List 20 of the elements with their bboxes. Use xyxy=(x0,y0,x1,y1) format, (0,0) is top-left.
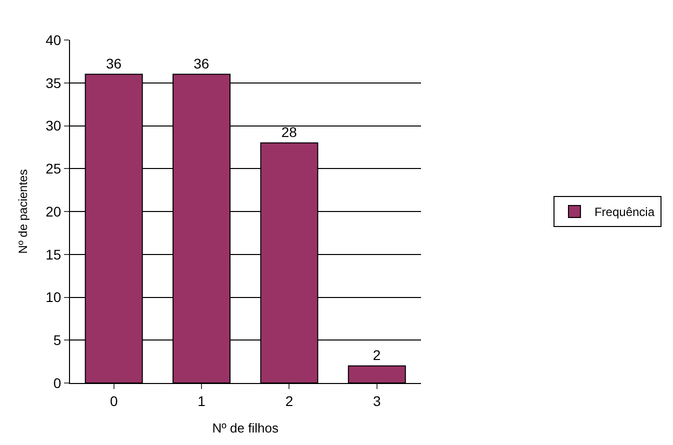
y-tick-label: 35 xyxy=(46,74,62,91)
data-label: 2 xyxy=(372,346,381,363)
x-tick-label: 2 xyxy=(285,392,294,409)
y-tick-label: 30 xyxy=(46,118,62,134)
data-label: 36 xyxy=(106,55,122,72)
y-tick-label: 15 xyxy=(46,246,62,262)
y-tick-label: 10 xyxy=(46,289,62,306)
x-tick-label: 0 xyxy=(110,392,118,409)
x-axis-title: Nº de filhos xyxy=(212,420,279,436)
y-tick-label: 40 xyxy=(46,32,62,48)
y-tick-label: 0 xyxy=(53,374,62,391)
y-axis-title: Nº de pacientes xyxy=(16,169,30,254)
y-tick-label: 5 xyxy=(53,332,62,348)
data-label: 28 xyxy=(281,124,298,140)
y-tick-label: 20 xyxy=(46,203,62,220)
data-label: 36 xyxy=(194,55,210,72)
x-tick-label: 1 xyxy=(198,392,206,409)
x-tick-label: 3 xyxy=(373,392,382,409)
y-tick-label: 25 xyxy=(46,160,62,177)
legend-label: Frequência xyxy=(594,205,655,220)
